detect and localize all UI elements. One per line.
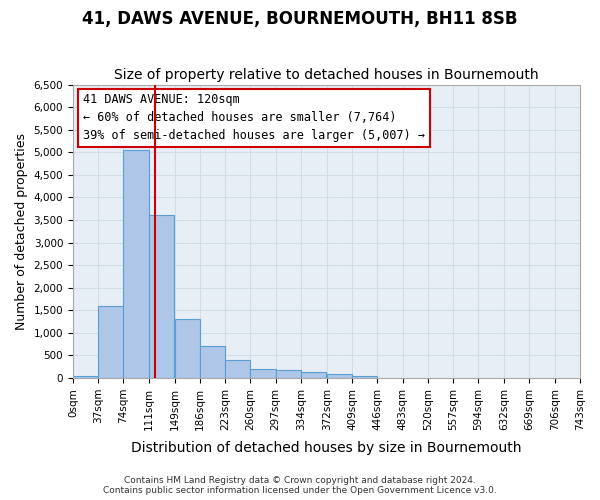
X-axis label: Distribution of detached houses by size in Bournemouth: Distribution of detached houses by size … (131, 441, 522, 455)
Bar (225, 360, 250, 378)
Y-axis label: Number of detached properties: Number of detached properties (15, 133, 28, 330)
Bar (175, 320, 200, 378)
Text: 41, DAWS AVENUE, BOURNEMOUTH, BH11 8SB: 41, DAWS AVENUE, BOURNEMOUTH, BH11 8SB (82, 10, 518, 28)
Bar (149, 216, 174, 378)
Title: Size of property relative to detached houses in Bournemouth: Size of property relative to detached ho… (114, 68, 539, 82)
Bar (73, 376, 98, 378)
Bar (352, 376, 377, 378)
Bar (200, 346, 225, 378)
Bar (301, 372, 326, 378)
Text: 41 DAWS AVENUE: 120sqm
← 60% of detached houses are smaller (7,764)
39% of semi-: 41 DAWS AVENUE: 120sqm ← 60% of detached… (83, 94, 425, 142)
Bar (275, 370, 301, 378)
Bar (327, 374, 352, 378)
Bar (250, 369, 275, 378)
Text: Contains HM Land Registry data © Crown copyright and database right 2024.
Contai: Contains HM Land Registry data © Crown c… (103, 476, 497, 495)
Bar (124, 150, 149, 378)
Bar (98, 306, 124, 378)
